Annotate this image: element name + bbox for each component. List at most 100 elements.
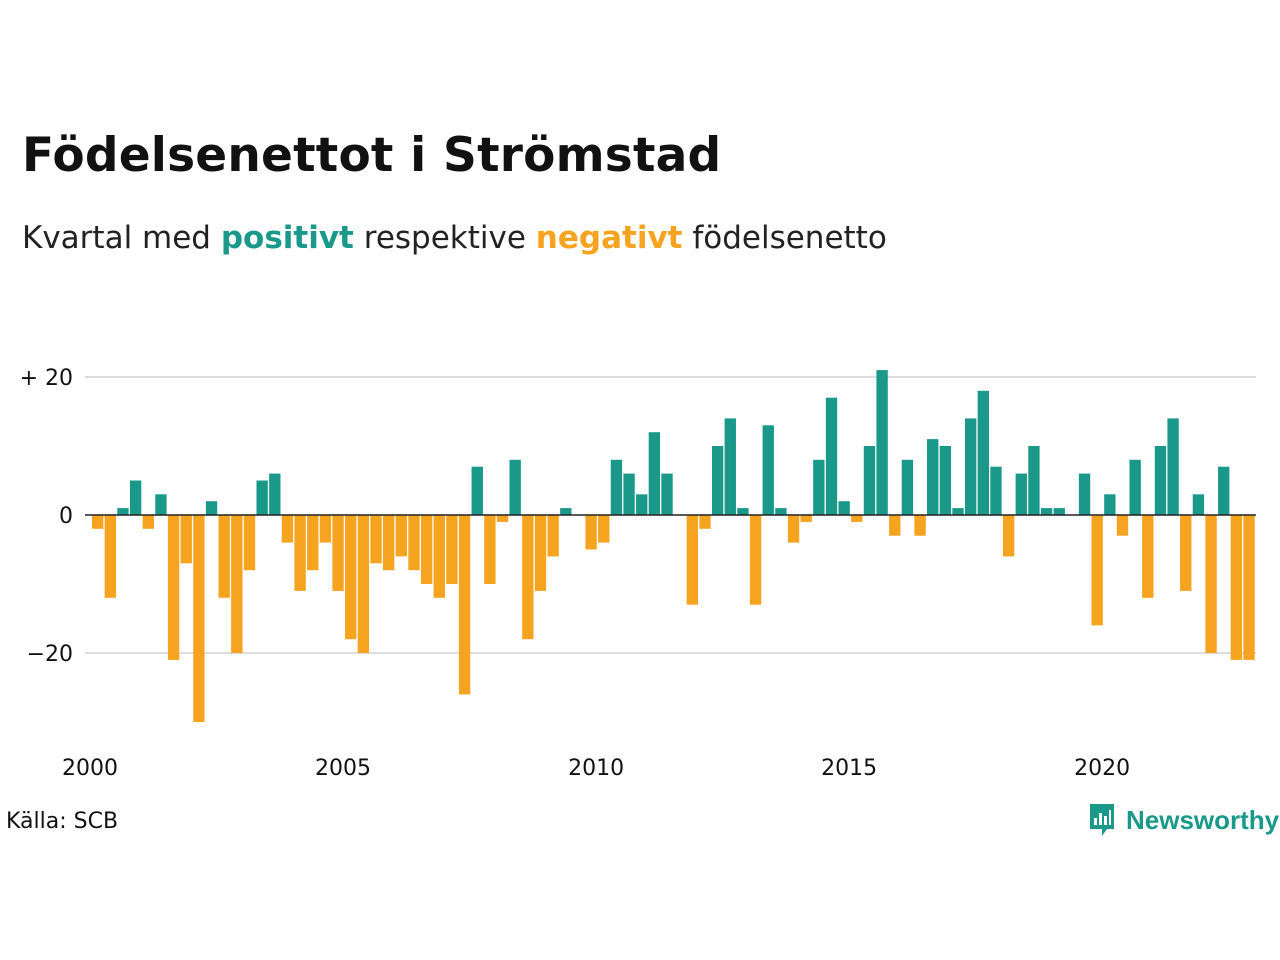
- bar-negative: [345, 515, 357, 640]
- bar-positive: [205, 501, 218, 515]
- bar-negative: [686, 515, 698, 605]
- bar-negative: [104, 515, 116, 598]
- bar-negative: [281, 515, 294, 543]
- bar-positive: [939, 446, 952, 515]
- bar-negative: [800, 515, 812, 522]
- x-tick-label: 2015: [821, 756, 877, 781]
- y-tick-label: −20: [27, 642, 73, 667]
- subtitle-negative-word: negativt: [535, 220, 683, 256]
- bar-negative: [1091, 515, 1103, 626]
- bar-positive: [1015, 473, 1027, 515]
- bar-positive: [256, 480, 268, 515]
- subtitle-middle: respektive: [363, 220, 526, 256]
- bar-positive: [117, 508, 129, 515]
- bar-negative: [496, 515, 509, 522]
- bar-negative: [585, 515, 597, 550]
- chart-subtitle: Kvartal med positivt respektive negativt…: [22, 220, 887, 256]
- bar-positive: [990, 466, 1002, 515]
- bars: [92, 370, 1255, 722]
- bar-positive: [1040, 508, 1053, 515]
- x-tick-label: 2020: [1074, 756, 1130, 781]
- bar-negative: [243, 515, 256, 571]
- bar-negative: [319, 515, 332, 543]
- bar-negative: [420, 515, 433, 584]
- y-tick-label: + 20: [20, 366, 73, 391]
- brand-logo: Newsworthy: [1088, 802, 1279, 838]
- bar-positive: [863, 446, 876, 515]
- bar-negative: [307, 515, 319, 571]
- bar-negative: [231, 515, 243, 653]
- bar-positive: [623, 473, 635, 515]
- bar-positive: [711, 446, 724, 515]
- bar-negative: [484, 515, 496, 584]
- x-tick-label: 2000: [62, 756, 118, 781]
- bar-positive: [1078, 473, 1091, 515]
- bar-chart: + 20 0 −20 2000 2005 2010 2015 2020: [20, 366, 1256, 781]
- bar-positive: [965, 418, 977, 515]
- bar-negative: [1243, 515, 1255, 660]
- bar-negative: [914, 515, 926, 536]
- bar-negative: [408, 515, 420, 571]
- x-tick-label: 2010: [568, 756, 624, 781]
- chart-title: Födelsenettot i Strömstad: [22, 128, 722, 183]
- brand-name: Newsworthy: [1126, 805, 1280, 835]
- bar-positive: [129, 480, 142, 515]
- bar-positive: [1154, 446, 1167, 515]
- bar-positive: [610, 459, 623, 515]
- bar-negative: [534, 515, 547, 591]
- bar-negative: [699, 515, 711, 529]
- bar-negative: [749, 515, 762, 605]
- bar-negative: [370, 515, 382, 564]
- bar-negative: [193, 515, 205, 722]
- gridlines: [85, 376, 1256, 654]
- bar-positive: [269, 473, 281, 515]
- bar-negative: [142, 515, 154, 529]
- bar-positive: [155, 494, 167, 515]
- bar-positive: [1192, 494, 1205, 515]
- bar-negative: [180, 515, 192, 564]
- bar-positive: [648, 432, 661, 515]
- bar-positive: [876, 370, 888, 515]
- bar-positive: [509, 459, 521, 515]
- bar-negative: [167, 515, 180, 660]
- bar-negative: [889, 515, 901, 536]
- bar-positive: [1218, 466, 1230, 515]
- subtitle-suffix: födelsenetto: [692, 220, 887, 256]
- bar-negative: [446, 515, 458, 584]
- source-note: Källa: SCB: [6, 809, 119, 834]
- bar-negative: [1205, 515, 1217, 653]
- bar-negative: [1180, 515, 1192, 591]
- bar-positive: [775, 508, 787, 515]
- bar-positive: [1104, 494, 1116, 515]
- x-tick-label: 2005: [315, 756, 371, 781]
- bar-positive: [471, 466, 483, 515]
- bar-positive: [636, 494, 648, 515]
- bar-negative: [1230, 515, 1243, 660]
- bar-negative: [332, 515, 344, 591]
- bar-positive: [977, 390, 989, 515]
- bar-chart-speech-bubble-icon: [1090, 804, 1114, 836]
- bar-positive: [825, 397, 838, 515]
- bar-negative: [1002, 515, 1015, 557]
- bar-positive: [952, 508, 964, 515]
- bar-negative: [294, 515, 306, 591]
- bar-negative: [1142, 515, 1154, 598]
- bar-positive: [737, 508, 749, 515]
- bar-positive: [1028, 446, 1040, 515]
- x-axis-tick-labels: 2000 2005 2010 2015 2020: [62, 756, 1130, 781]
- bar-positive: [724, 418, 736, 515]
- bar-positive: [762, 425, 774, 515]
- bar-negative: [458, 515, 471, 695]
- bar-negative: [92, 515, 104, 529]
- bar-positive: [661, 473, 673, 515]
- bar-positive: [813, 459, 825, 515]
- bar-negative: [395, 515, 407, 557]
- subtitle-positive-word: positivt: [220, 220, 354, 256]
- bar-negative: [522, 515, 534, 640]
- bar-positive: [1167, 418, 1179, 515]
- bar-negative: [433, 515, 445, 598]
- subtitle-prefix: Kvartal med: [22, 220, 211, 256]
- bar-negative: [383, 515, 395, 571]
- bar-positive: [901, 459, 914, 515]
- bar-positive: [838, 501, 850, 515]
